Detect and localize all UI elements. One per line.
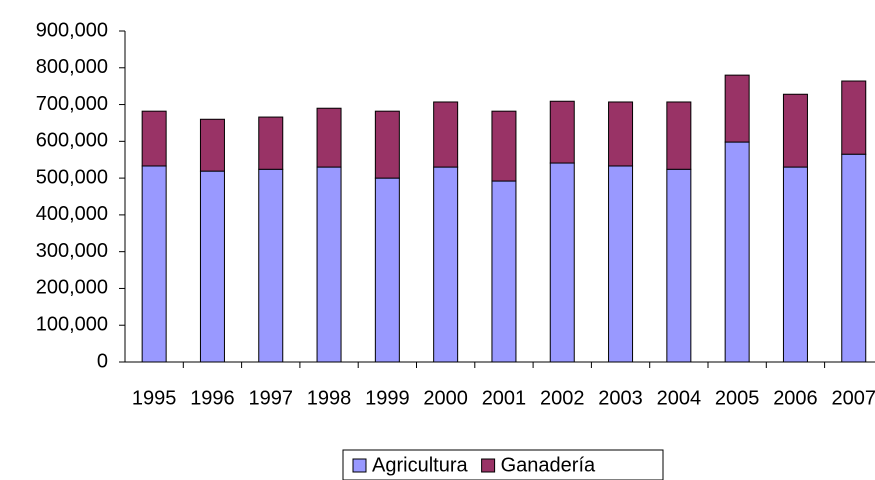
- x-tick-label: 1996: [190, 387, 235, 409]
- y-tick-label: 600,000: [36, 130, 108, 152]
- bar-segment: [724, 141, 750, 363]
- bar-segment: [491, 180, 517, 363]
- bar-segment: [724, 74, 750, 143]
- x-tick-label: 2000: [423, 387, 468, 409]
- x-tick-label: 1997: [249, 387, 294, 409]
- bar-segment: [199, 170, 225, 363]
- y-tick-label: 300,000: [36, 240, 108, 262]
- x-tick-label: 1999: [365, 387, 410, 409]
- bar-segment: [141, 165, 167, 363]
- bar-segment: [782, 166, 808, 363]
- x-tick-label: 2001: [482, 387, 527, 409]
- bar-segment: [433, 101, 459, 168]
- y-tick-label: 700,000: [36, 93, 108, 115]
- legend-swatch: [352, 458, 367, 473]
- bar-segment: [549, 162, 575, 363]
- bar-segment: [841, 153, 867, 363]
- x-tick-label: 2007: [832, 387, 875, 409]
- y-tick-label: 900,000: [36, 19, 108, 41]
- legend-label: Agricultura: [372, 454, 468, 476]
- bar-segment: [608, 165, 634, 363]
- y-tick-label: 800,000: [36, 56, 108, 78]
- bar-segment: [433, 166, 459, 363]
- bar-segment: [316, 107, 342, 168]
- bar-segment: [141, 110, 167, 167]
- bar-segment: [374, 110, 400, 179]
- bar-segment: [666, 101, 692, 170]
- bar-segment: [608, 101, 634, 167]
- x-tick-label: 2002: [540, 387, 585, 409]
- bar-segment: [316, 166, 342, 363]
- x-tick-label: 2005: [715, 387, 760, 409]
- x-tick-label: 1995: [132, 387, 177, 409]
- legend-box: [342, 449, 664, 480]
- x-tick-label: 2003: [598, 387, 643, 409]
- y-tick-label: 200,000: [36, 277, 108, 299]
- bar-segment: [782, 93, 808, 168]
- bar-segment: [199, 118, 225, 172]
- y-tick-label: 500,000: [36, 166, 108, 188]
- x-tick-label: 2006: [773, 387, 818, 409]
- bar-segment: [549, 100, 575, 164]
- legend-swatch: [481, 458, 496, 473]
- bar-segment: [374, 177, 400, 363]
- bar-segment: [491, 110, 517, 182]
- bar-segment: [258, 168, 284, 363]
- x-tick-label: 1998: [307, 387, 352, 409]
- legend-label: Ganadería: [501, 454, 596, 476]
- bar-segment: [258, 116, 284, 170]
- bar-segment: [841, 80, 867, 155]
- x-tick-label: 2004: [657, 387, 702, 409]
- y-tick-label: 0: [97, 350, 108, 372]
- y-tick-label: 100,000: [36, 314, 108, 336]
- y-tick-label: 400,000: [36, 203, 108, 225]
- bar-segment: [666, 168, 692, 363]
